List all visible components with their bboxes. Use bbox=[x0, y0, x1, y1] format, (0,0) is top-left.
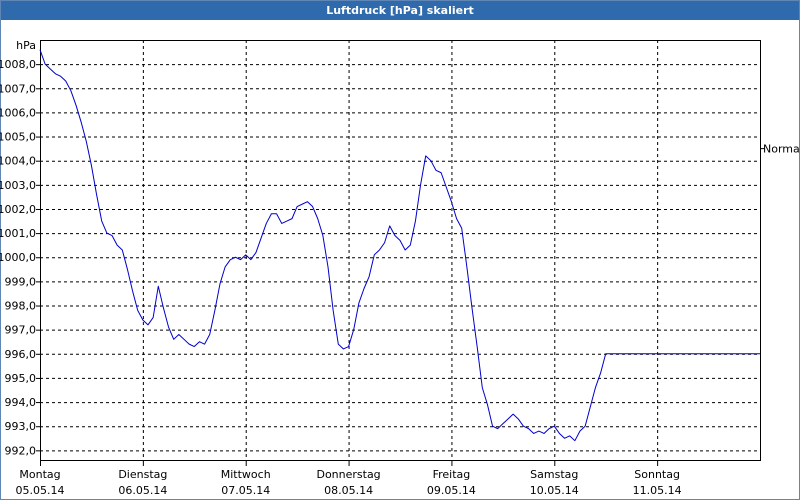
y-tick-label: 1004,0 bbox=[0, 155, 36, 168]
y-tick-label: 1002,0 bbox=[0, 203, 36, 216]
pressure-series-line bbox=[39, 49, 760, 442]
x-tick-day: Sonntag bbox=[634, 468, 680, 481]
y-tick-label: 1001,0 bbox=[0, 227, 36, 240]
reference-label-normal: Normal bbox=[763, 143, 800, 156]
axes bbox=[40, 40, 765, 461]
x-tick-date: 08.05.14 bbox=[324, 484, 373, 497]
x-tick-day: Mittwoch bbox=[221, 468, 271, 481]
y-axis-label: hPa bbox=[16, 39, 36, 52]
x-axis-ticks: Montag 05.05.14 Dienstag 06.05.14 Mittwoch 07… bbox=[16, 460, 682, 497]
x-tick-date: 06.05.14 bbox=[118, 484, 167, 497]
y-tick-label: 994,0 bbox=[5, 396, 37, 409]
y-tick-label: 1003,0 bbox=[0, 179, 36, 192]
x-tick-date: 07.05.14 bbox=[221, 484, 270, 497]
x-tick-date: 05.05.14 bbox=[16, 484, 65, 497]
x-tick-day: Freitag bbox=[433, 468, 471, 481]
x-tick-date: 10.05.14 bbox=[530, 484, 579, 497]
x-tick-day: Donnerstag bbox=[316, 468, 380, 481]
x-tick-date: 11.05.14 bbox=[633, 484, 682, 497]
series-layer bbox=[39, 49, 760, 442]
y-tick-label: 998,0 bbox=[5, 300, 37, 313]
y-tick-label: 992,0 bbox=[5, 444, 37, 457]
y-tick-label: 997,0 bbox=[5, 324, 37, 337]
y-tick-label: 993,0 bbox=[5, 420, 37, 433]
y-tick-label: 999,0 bbox=[5, 275, 37, 288]
y-tick-label: 1007,0 bbox=[0, 82, 36, 95]
x-tick-date: 09.05.14 bbox=[427, 484, 476, 497]
x-tick-day: Samstag bbox=[530, 468, 578, 481]
y-tick-label: 995,0 bbox=[5, 372, 37, 385]
y-axis-ticks: 992,0 993,0 994,0 995,0 996,0 997,0 998,0 999,0… bbox=[0, 58, 40, 457]
x-tick-day: Dienstag bbox=[118, 468, 167, 481]
y-tick-label: 1006,0 bbox=[0, 106, 36, 119]
y-tick-label: 1008,0 bbox=[0, 58, 36, 71]
y-tick-label: 996,0 bbox=[5, 348, 37, 361]
x-tick-day: Montag bbox=[19, 468, 60, 481]
y-tick-label: 1005,0 bbox=[0, 131, 36, 144]
grid bbox=[40, 40, 760, 460]
chart-title: Luftdruck [hPa] skaliert bbox=[1, 1, 799, 20]
plot-area-border bbox=[40, 40, 761, 461]
y-tick-label: 1000,0 bbox=[0, 251, 36, 264]
